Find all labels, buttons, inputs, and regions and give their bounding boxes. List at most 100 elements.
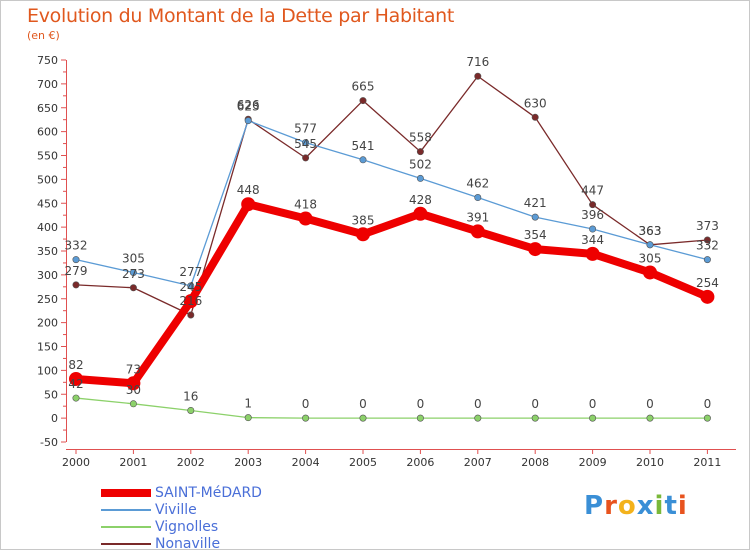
legend-swatch: [101, 489, 151, 497]
y-tick-label: 450: [37, 197, 58, 210]
logo-letter: i: [654, 491, 665, 521]
logo-letter: i: [677, 491, 688, 521]
data-point: [416, 148, 424, 156]
data-label: 373: [696, 219, 719, 233]
data-label: 0: [531, 397, 539, 411]
data-label: 0: [359, 397, 367, 411]
data-label: 42: [68, 377, 83, 391]
data-point: [359, 97, 367, 105]
data-label: 332: [696, 239, 719, 253]
data-label: 391: [466, 210, 489, 224]
data-point: [531, 213, 539, 221]
data-point: [589, 225, 597, 233]
legend-label: Nonaville: [155, 536, 221, 552]
data-point: [474, 72, 482, 80]
data-label: 577: [294, 122, 317, 136]
data-point: [416, 414, 424, 422]
y-tick-labels: -50 0 50 100 150 200 250 300 350 400 450 500 550 600 6…: [37, 54, 58, 449]
x-tick-label: 2011: [693, 456, 721, 469]
y-tick-label: 550: [37, 150, 58, 163]
data-label: 716: [466, 55, 489, 69]
series-line-0: [72, 200, 712, 388]
data-point: [244, 117, 252, 125]
logo-letter: o: [617, 491, 637, 521]
data-point: [126, 376, 141, 391]
data-point: [643, 265, 657, 280]
x-tick-label: 2009: [579, 456, 607, 469]
data-point: [244, 414, 252, 422]
data-point: [531, 113, 539, 121]
series-lines: [72, 75, 712, 419]
data-point: [302, 139, 310, 147]
data-point: [470, 224, 485, 239]
y-tick-label: 350: [37, 245, 58, 258]
data-label: 0: [474, 397, 482, 411]
data-point: [703, 414, 711, 422]
data-point: [413, 206, 428, 221]
data-point: [69, 371, 83, 386]
data-point: [72, 256, 80, 264]
data-label: 332: [65, 239, 88, 253]
data-label: 545: [294, 137, 317, 151]
data-label: 30: [126, 383, 141, 397]
y-tick-label: 650: [37, 102, 58, 115]
data-label: 0: [589, 397, 597, 411]
chart-subtitle: (en €): [27, 29, 60, 42]
x-tick-label: 2000: [62, 456, 90, 469]
data-label: 502: [409, 157, 432, 171]
data-label: 363: [639, 224, 662, 238]
data-label: 16: [183, 389, 198, 403]
data-point: [703, 236, 711, 244]
data-label: 254: [696, 276, 719, 290]
data-label: 385: [352, 213, 375, 227]
x-tick-label: 2002: [177, 456, 205, 469]
data-label: 0: [704, 397, 712, 411]
data-point: [129, 400, 137, 408]
data-label: 396: [581, 208, 604, 222]
x-tick-labels: 2000 2001 2002 2003 2004 2005 2006 2007 2008 2009…: [62, 456, 721, 469]
data-label: 448: [237, 183, 260, 197]
legend-swatch: [101, 543, 151, 545]
data-point: [531, 414, 539, 422]
data-point: [359, 414, 367, 422]
series-points: [69, 72, 715, 422]
x-tick-label: 2004: [292, 456, 320, 469]
data-label: 245: [179, 280, 202, 294]
data-point: [589, 414, 597, 422]
axes: [61, 59, 736, 454]
data-label: 277: [179, 265, 202, 279]
data-point: [187, 311, 195, 319]
x-tick-label: 2010: [636, 456, 664, 469]
data-label: 279: [65, 264, 88, 278]
x-tick-label: 2005: [349, 456, 377, 469]
data-label: 462: [466, 177, 489, 191]
data-point: [302, 414, 310, 422]
x-tick-label: 2003: [234, 456, 262, 469]
data-point: [474, 414, 482, 422]
series-line-1: [75, 119, 709, 287]
x-tick-label: 2001: [119, 456, 147, 469]
series-line-2: [75, 397, 709, 419]
data-point: [72, 394, 80, 402]
y-tick-label: 700: [37, 78, 58, 91]
y-tick-label: -50: [40, 436, 58, 449]
data-label: 447: [581, 184, 604, 198]
data-label: 305: [122, 251, 145, 265]
data-point: [416, 174, 424, 182]
data-label: 626: [237, 98, 260, 112]
legend-label: Vignolles: [155, 519, 219, 535]
series-line-3: [75, 75, 709, 316]
data-point: [298, 211, 313, 226]
data-point: [528, 242, 543, 257]
data-point: [187, 282, 195, 290]
y-tick-label: 200: [37, 317, 58, 330]
data-label: 73: [126, 362, 141, 376]
legend-label: SAINT-MéDARD: [155, 485, 262, 501]
data-point: [183, 294, 198, 309]
data-point: [359, 156, 367, 164]
data-label: 363: [639, 224, 662, 238]
data-point: [646, 414, 654, 422]
y-tick-label: 400: [37, 221, 58, 234]
